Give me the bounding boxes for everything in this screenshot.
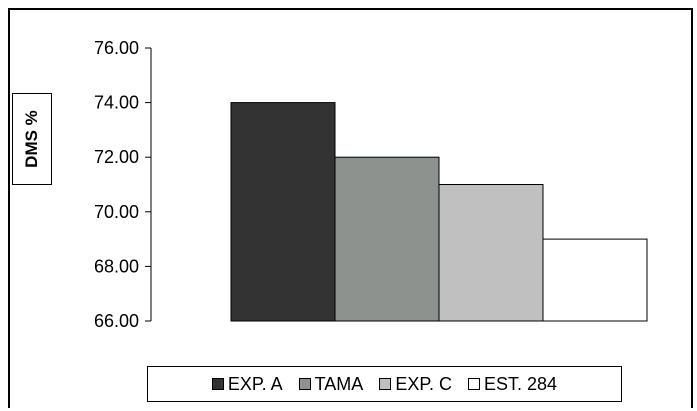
legend-item: EST. 284 (468, 374, 557, 395)
legend-swatch (211, 378, 224, 390)
legend-label: TAMA (314, 373, 364, 394)
legend: EXP. A TAMA EXP. C EST. 284 (147, 366, 622, 402)
legend-swatch (468, 378, 481, 390)
legend-item: EXP. C (379, 374, 452, 395)
bars (230, 102, 648, 322)
legend-item: TAMA (298, 373, 364, 395)
legend-item: EXP. A (211, 373, 283, 395)
legend-swatch (379, 378, 392, 390)
y-axis: 76.00 74.00 72.00 70.00 68.00 66.00 (94, 38, 152, 331)
legend-label: EXP. C (395, 373, 453, 394)
y-tick-label: 70.00 (94, 202, 139, 222)
chart-frame (8, 8, 693, 408)
y-tick-label: 76.00 (94, 38, 139, 58)
bar-exp-c (438, 184, 544, 322)
legend-swatch (298, 378, 311, 390)
y-tick-label: 66.00 (94, 311, 139, 331)
bar-tama (334, 156, 440, 322)
bar-exp-a (230, 102, 336, 322)
y-tick-label: 68.00 (94, 256, 139, 276)
y-axis-label-box: DMS % (12, 93, 52, 185)
legend-label: EXP. A (227, 373, 283, 394)
bar-est-284 (542, 238, 648, 322)
legend-label: EST. 284 (484, 373, 558, 394)
y-tick-label: 72.00 (94, 147, 139, 167)
y-tick-label: 74.00 (94, 93, 139, 113)
y-axis-label: DMS % (22, 110, 41, 168)
